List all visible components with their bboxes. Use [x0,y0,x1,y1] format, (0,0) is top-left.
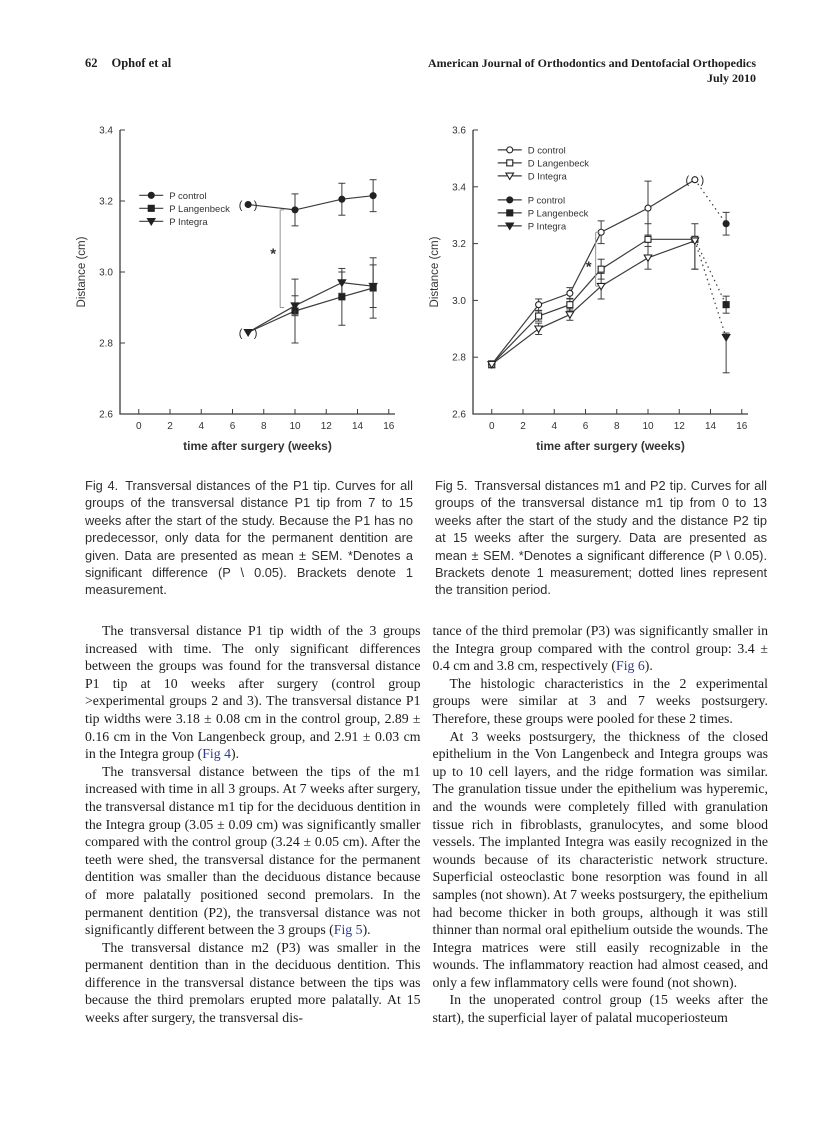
svg-text:2.6: 2.6 [99,410,113,421]
fig5-caption-label: Fig 5. [435,478,468,493]
svg-text:3.4: 3.4 [99,126,113,137]
svg-text:P control: P control [169,191,206,202]
body-paragraph: In the unoperated control group (15 week… [433,991,769,1026]
svg-text:*: * [586,259,592,276]
svg-text:3.0: 3.0 [452,296,466,307]
body-paragraph: tance of the third premolar (P3) was sig… [433,622,769,675]
svg-text:16: 16 [383,421,395,432]
svg-text:P control: P control [528,195,565,206]
svg-text:14: 14 [352,421,364,432]
page-number: 62 [85,56,98,70]
svg-text:P Langenbeck: P Langenbeck [169,204,230,215]
text-run: The transversal distance between the tip… [85,763,421,938]
left-column: The transversal distance P1 tip width of… [85,622,421,1027]
text-run: ). [644,658,653,674]
svg-text:): ) [254,200,258,212]
text-run: tance of the third premolar (P3) was sig… [432,623,769,674]
figure-link[interactable]: Fig 4 [202,746,231,762]
svg-text:8: 8 [261,421,267,432]
svg-text:8: 8 [614,421,620,432]
body-paragraph: The transversal distance P1 tip width of… [85,622,421,763]
svg-text:3.6: 3.6 [452,126,466,137]
svg-text:Distance (cm): Distance (cm) [429,236,441,307]
svg-text:12: 12 [674,421,686,432]
figure-5: 2.6 2.8 3.0 3.2 3.4 3.6 0 2 4 6 8 10 12 14 16 Distance … [426,116,774,599]
svg-text:): ) [701,175,705,187]
text-run: ). [362,922,371,938]
figure-link[interactable]: Fig 6 [616,658,645,674]
svg-text:D control: D control [528,145,566,156]
running-authors: Ophof et al [111,56,172,70]
text-run: The transversal distance P1 tip width of… [85,623,421,762]
svg-text:(: ( [239,327,243,339]
svg-text:2.8: 2.8 [99,339,113,350]
fig5-line-chart: 2.6 2.8 3.0 3.2 3.4 3.6 0 2 4 6 8 10 12 14 16 Distance … [429,126,748,453]
svg-text:D Langenbeck: D Langenbeck [528,158,590,169]
svg-text:time after surgery (weeks): time after surgery (weeks) [536,439,685,453]
svg-text:*: * [270,245,276,262]
svg-text:P Integra: P Integra [528,221,567,232]
svg-text:2: 2 [520,421,526,432]
fig5-caption: Fig 5. Transversal distances m1 and P2 ti… [435,477,767,599]
body-text: The transversal distance P1 tip width of… [85,622,768,1027]
svg-text:10: 10 [642,421,654,432]
svg-text:3.4: 3.4 [452,182,466,193]
svg-text:P Integra: P Integra [169,217,208,228]
text-run: ). [231,746,240,762]
svg-text:0: 0 [489,421,495,432]
body-paragraph: The transversal distance m2 (P3) was sma… [85,939,421,1027]
svg-text:3.2: 3.2 [99,197,113,208]
svg-text:D Integra: D Integra [528,171,568,182]
journal-issue: July 2010 [706,71,756,85]
text-run: In the unoperated control group (15 week… [432,992,769,1026]
text-run: At 3 weeks postsurgery, the thickness of… [432,728,769,990]
svg-text:(: ( [686,175,690,187]
figure-4: 2.6 2.8 3.0 3.2 3.4 0 2 4 6 8 10 12 14 16 Distance (cm… [73,116,418,599]
fig4-caption-text: Transversal distances of the P1 tip. Cur… [85,478,413,598]
svg-text:(: ( [239,200,243,212]
svg-text:6: 6 [230,421,236,432]
svg-text:0: 0 [136,421,142,432]
svg-text:P Langenbeck: P Langenbeck [528,208,589,219]
figure-link[interactable]: Fig 5 [333,922,363,938]
svg-text:6: 6 [583,421,589,432]
fig4-caption-label: Fig 4. [85,478,119,493]
fig4-caption: Fig 4. Transversal distances of the P1 ti… [85,477,413,599]
fig4-line-chart: 2.6 2.8 3.0 3.2 3.4 0 2 4 6 8 10 12 14 16 Distance (cm… [76,126,395,453]
right-column: tance of the third premolar (P3) was sig… [433,622,769,1027]
text-run: The histologic characteristics in the 2 … [432,675,769,726]
text-run: The transversal distance m2 (P3) was sma… [85,939,421,1026]
svg-text:14: 14 [705,421,717,432]
svg-text:4: 4 [551,421,557,432]
body-paragraph: The transversal distance between the tip… [85,763,421,939]
body-paragraph: The histologic characteristics in the 2 … [433,675,769,728]
svg-text:2.6: 2.6 [452,410,466,421]
svg-text:Distance (cm): Distance (cm) [76,236,88,307]
svg-text:2.8: 2.8 [452,353,466,364]
svg-text:10: 10 [289,421,301,432]
journal-title: American Journal of Orthodontics and Den… [428,56,756,70]
svg-text:12: 12 [321,421,333,432]
svg-text:): ) [254,327,258,339]
svg-text:16: 16 [736,421,748,432]
svg-text:4: 4 [198,421,204,432]
svg-text:time after surgery (weeks): time after surgery (weeks) [183,439,332,453]
svg-text:2: 2 [167,421,173,432]
page-header-right: American Journal of Orthodontics and Den… [428,56,756,86]
fig5-caption-text: Transversal distances m1 and P2 tip. Cur… [435,478,767,598]
body-paragraph: At 3 weeks postsurgery, the thickness of… [433,728,769,992]
svg-text:3.2: 3.2 [452,239,466,250]
svg-text:3.0: 3.0 [99,268,113,279]
page-header-left: 62 Ophof et al [85,56,171,71]
